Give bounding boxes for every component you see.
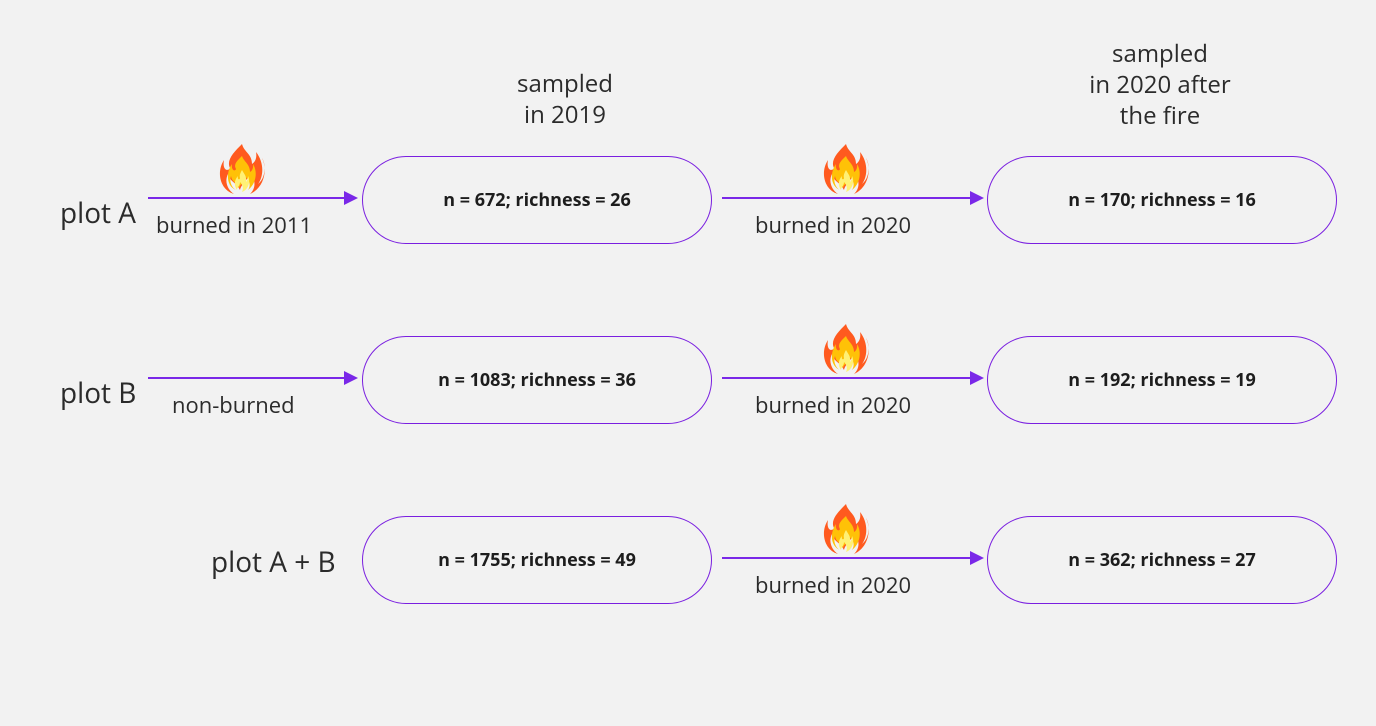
pill-text: n = 1755; richness = 49	[438, 548, 636, 572]
arrow-head-icon	[970, 191, 984, 205]
plot-a-label: plot A	[60, 194, 136, 232]
arrow-line	[722, 557, 972, 559]
arrow-head-icon	[970, 371, 984, 385]
header-line: in 2020 after	[1089, 68, 1230, 101]
pill-text: n = 1083; richness = 36	[438, 368, 636, 392]
fire-icon	[218, 142, 266, 203]
pill-text: n = 362; richness = 27	[1068, 548, 1256, 572]
diagram-canvas: sampled in 2019 sampled in 2020 after th…	[0, 0, 1376, 726]
header-line: in 2019	[524, 98, 606, 131]
data-pill: n = 192; richness = 19	[987, 336, 1337, 424]
arrow-head-icon	[344, 191, 358, 205]
pill-text: n = 192; richness = 19	[1068, 368, 1256, 392]
arrow-label: burned in 2020	[755, 570, 911, 600]
data-pill: n = 362; richness = 27	[987, 516, 1337, 604]
arrow-label: non-burned	[172, 390, 295, 420]
arrow-head-icon	[970, 551, 984, 565]
column-header-sampled-2020: sampled in 2020 after the fire	[1060, 38, 1260, 132]
plot-b-label: plot B	[60, 374, 136, 412]
data-pill: n = 1083; richness = 36	[362, 336, 712, 424]
pill-text: n = 170; richness = 16	[1068, 188, 1256, 212]
data-pill: n = 672; richness = 26	[362, 156, 712, 244]
arrow-label: burned in 2020	[755, 210, 911, 240]
arrow-label: burned in 2020	[755, 390, 911, 420]
arrow-label: burned in 2011	[156, 210, 312, 240]
plot-ab-label: plot A + B	[211, 543, 336, 581]
fire-icon	[822, 322, 870, 383]
arrow-line	[722, 377, 972, 379]
header-line: sampled	[517, 67, 613, 100]
pill-text: n = 672; richness = 26	[443, 188, 631, 212]
arrow-line	[148, 197, 346, 199]
fire-icon	[822, 142, 870, 203]
header-line: sampled	[1112, 37, 1208, 70]
data-pill: n = 170; richness = 16	[987, 156, 1337, 244]
header-line: the fire	[1120, 99, 1200, 132]
data-pill: n = 1755; richness = 49	[362, 516, 712, 604]
arrow-line	[148, 377, 346, 379]
arrow-line	[722, 197, 972, 199]
arrow-head-icon	[344, 371, 358, 385]
column-header-sampled-2019: sampled in 2019	[475, 68, 655, 130]
fire-icon	[822, 502, 870, 563]
